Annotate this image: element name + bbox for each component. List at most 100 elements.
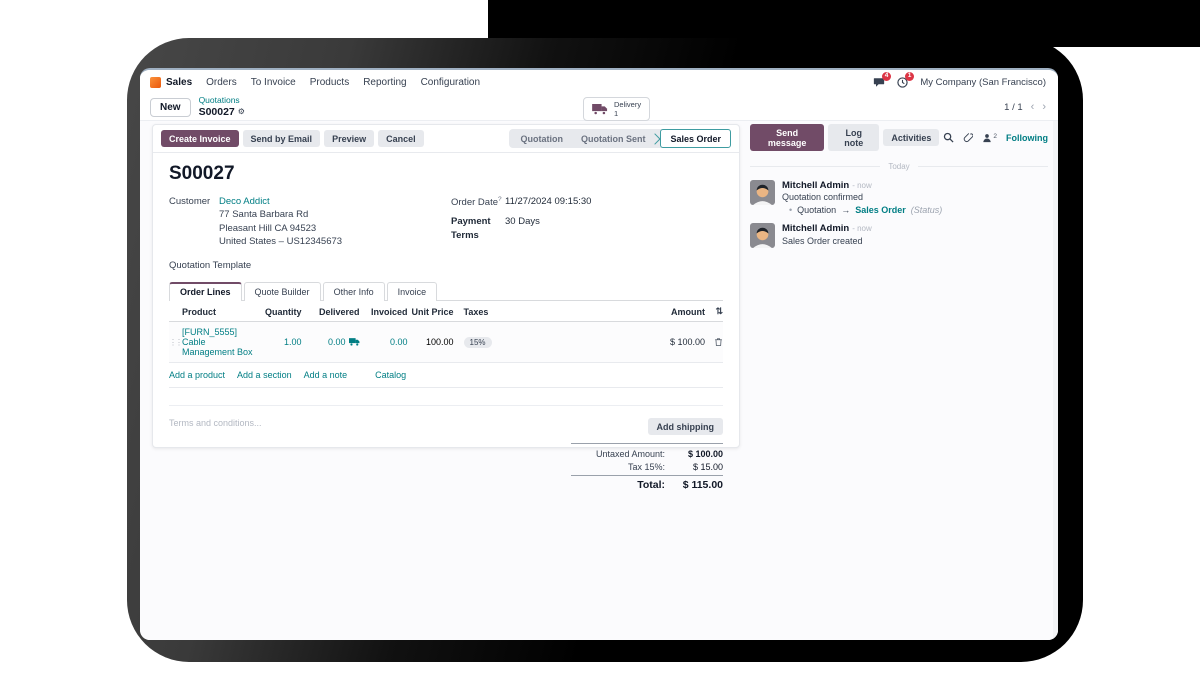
avatar [750, 223, 775, 249]
terms-placeholder[interactable]: Terms and conditions... [169, 418, 262, 429]
tracking-new-value: Sales Order [855, 205, 906, 216]
tax-row: Tax 15%: $ 15.00 [571, 460, 723, 473]
order-title[interactable]: S00027 [169, 163, 235, 184]
delivery-stat-label: Delivery [614, 100, 642, 109]
cancel-button[interactable]: Cancel [378, 130, 424, 147]
col-delivered[interactable]: Delivered [318, 306, 360, 317]
forecast-truck-icon[interactable] [348, 338, 360, 346]
following-toggle[interactable]: Following [1006, 132, 1048, 143]
delivered-cell[interactable]: 0.00 [302, 337, 360, 347]
col-product[interactable]: Product [182, 306, 217, 317]
col-amount[interactable]: Amount [671, 306, 705, 317]
followers-count: 2 [993, 132, 997, 140]
delete-line-button[interactable] [705, 337, 723, 347]
form-action-bar: Create Invoice Send by Email Preview Can… [153, 125, 739, 153]
nav-systray: 4 1 My Company (San Francisco) [873, 71, 1046, 88]
nav-item-configuration[interactable]: Configuration [420, 76, 481, 88]
attachment-icon[interactable] [963, 132, 974, 143]
product-link[interactable]: [FURN_5555] Cable Management Box [182, 327, 253, 358]
order-date-label-text: Order Date [451, 197, 498, 209]
fields-right-column: Order Date? 11/27/2024 09:15:30 Payment … [451, 195, 591, 271]
fields-left-column: Customer Deco Addict 77 Santa Barbara Rd… [169, 195, 451, 271]
nav-item-to-invoice[interactable]: To Invoice [250, 76, 296, 88]
col-taxes[interactable]: Taxes [463, 306, 489, 317]
unit-price-cell[interactable]: 100.00 [425, 337, 454, 348]
clock-icon [897, 76, 909, 88]
nav-item-orders[interactable]: Orders [206, 76, 237, 88]
delivery-stat-button[interactable]: Delivery 1 [583, 97, 651, 121]
customer-address: 77 Santa Barbara Rd Pleasant Hill CA 945… [219, 208, 342, 248]
delivery-stat-count: 1 [614, 109, 619, 118]
order-lines-header: Product Quantity Delivered Invoiced Unit… [169, 301, 723, 323]
chatter-tools: 2 Following [943, 132, 1048, 143]
tab-other-info[interactable]: Other Info [322, 282, 385, 302]
tab-quote-builder[interactable]: Quote Builder [243, 282, 321, 302]
status-sales-order[interactable]: Sales Order [660, 129, 731, 148]
pager-previous-icon[interactable]: ‹ [1030, 100, 1035, 113]
pager-next-icon[interactable]: › [1042, 100, 1046, 113]
tracking-field-name: (Status) [910, 205, 943, 216]
address-line: Pleasant Hill CA 94523 [219, 222, 317, 234]
tax-badge[interactable]: 15% [463, 336, 492, 348]
payment-terms-label: Payment Terms [451, 216, 491, 241]
status-quotation-sent[interactable]: Quotation Sent [580, 133, 646, 144]
quotation-template-label: Quotation Template [169, 260, 252, 272]
preview-button[interactable]: Preview [324, 130, 375, 147]
followers-button[interactable]: 2 [982, 133, 997, 143]
pager: 1 / 1 ‹ › [1004, 100, 1046, 113]
chatter-message: Mitchell Admin - now Sales Order created [750, 223, 1048, 249]
gear-icon[interactable]: ⚙ [237, 107, 245, 117]
scrollbar[interactable] [1053, 121, 1058, 640]
add-note-link[interactable]: Add a note [303, 370, 348, 381]
tab-order-lines[interactable]: Order Lines [169, 282, 242, 302]
order-date-value[interactable]: 11/27/2024 09:15:30 [505, 196, 592, 207]
payment-terms-value[interactable]: 30 Days [505, 216, 540, 228]
tab-invoice[interactable]: Invoice [386, 282, 438, 302]
create-invoice-button[interactable]: Create Invoice [161, 130, 239, 147]
content-area: Create Invoice Send by Email Preview Can… [140, 121, 1058, 640]
tracking-value-row: • Quotation → Sales Order (Status) [782, 205, 942, 215]
form-sheet: S00027 Customer Deco Addict 77 Santa Bar… [153, 153, 739, 501]
activities-schedule-button[interactable]: Activities [883, 129, 940, 146]
amount-cell: $ 100.00 [669, 337, 705, 348]
customer-link[interactable]: Deco Addict [219, 196, 270, 207]
follower-person-icon [982, 133, 992, 143]
truck-icon [592, 103, 608, 115]
col-invoiced[interactable]: Invoiced [370, 306, 408, 317]
add-shipping-button[interactable]: Add shipping [647, 418, 723, 436]
delivery-stat-text: Delivery 1 [614, 100, 641, 118]
invoiced-cell[interactable]: 0.00 [389, 337, 408, 348]
add-section-link[interactable]: Add a section [237, 370, 292, 381]
new-button[interactable]: New [150, 97, 191, 117]
nav-menu: Sales Orders To Invoice Products Reporti… [150, 76, 481, 88]
send-message-button[interactable]: Send message [750, 124, 825, 151]
trash-icon [715, 338, 722, 347]
send-by-email-button[interactable]: Send by Email [242, 130, 321, 147]
activities-badge: 1 [904, 71, 915, 81]
company-switcher[interactable]: My Company (San Francisco) [920, 76, 1046, 88]
breadcrumb-quotations[interactable]: Quotations [198, 95, 240, 106]
col-unit-price[interactable]: Unit Price [411, 306, 454, 317]
search-messages-icon[interactable] [943, 132, 954, 143]
activities-button[interactable]: 1 [897, 71, 915, 88]
notebook-tabs: Order Lines Quote Builder Other Info Inv… [169, 282, 723, 302]
chatter-panel: Send message Log note Activities [750, 124, 1048, 640]
column-adjust-icon[interactable]: ⇅ [715, 306, 723, 317]
status-quotation[interactable]: Quotation [520, 133, 563, 144]
add-product-link[interactable]: Add a product [169, 370, 226, 381]
log-note-button[interactable]: Log note [828, 124, 880, 151]
sales-app-icon [150, 76, 161, 88]
nav-item-reporting[interactable]: Reporting [363, 76, 407, 88]
arrow-right-icon: → [841, 205, 851, 216]
catalog-link[interactable]: Catalog [375, 370, 407, 381]
tax-value: $ 15.00 [692, 461, 723, 472]
tracking-old-value: Quotation [797, 205, 837, 216]
messages-icon [873, 77, 885, 88]
date-divider: Today [750, 162, 1048, 171]
quantity-cell[interactable]: 1.00 [283, 337, 302, 348]
nav-item-sales[interactable]: Sales [150, 76, 192, 88]
messages-button[interactable]: 4 [873, 71, 892, 88]
col-quantity[interactable]: Quantity [264, 306, 302, 317]
nav-item-products[interactable]: Products [309, 76, 350, 88]
drag-handle-icon[interactable]: ⋮⋮ [169, 337, 183, 347]
